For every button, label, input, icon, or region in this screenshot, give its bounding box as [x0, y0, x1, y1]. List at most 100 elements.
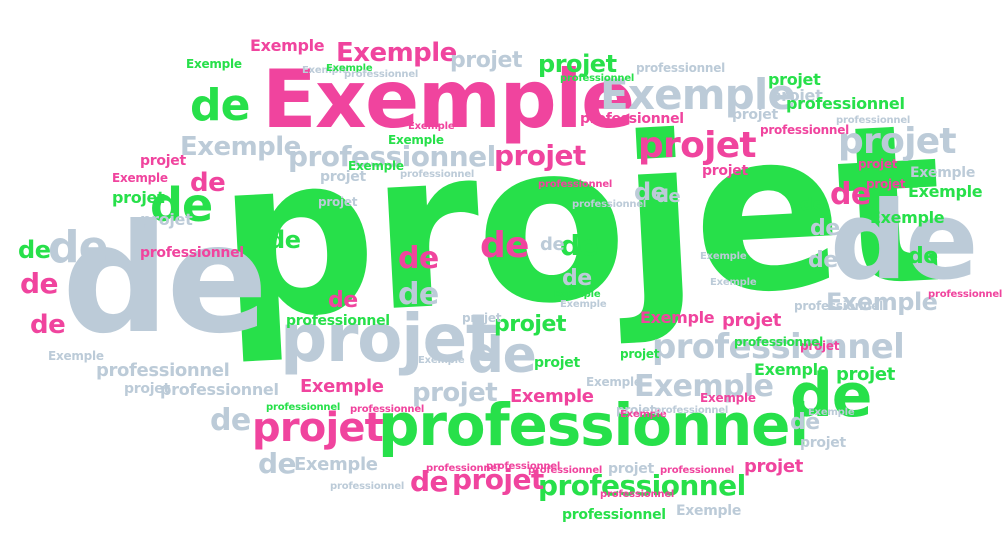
- word: de: [560, 229, 598, 262]
- word: Exemple: [870, 208, 945, 227]
- word: projet: [768, 70, 821, 89]
- word: de: [328, 288, 358, 313]
- word: Exemple: [262, 53, 635, 146]
- word: Exemple: [908, 182, 983, 201]
- word: projet: [494, 312, 567, 337]
- word: projet: [462, 311, 502, 325]
- word: Exemple: [560, 299, 607, 310]
- word: de: [210, 403, 251, 438]
- word: de: [908, 244, 938, 269]
- word: Exemple: [826, 288, 938, 316]
- word: projet: [800, 339, 840, 353]
- word: professionnel: [786, 94, 905, 113]
- word: professionnel: [760, 123, 849, 137]
- word: professionnel: [928, 289, 1003, 300]
- word: Exemple: [910, 165, 976, 181]
- word: projet: [722, 310, 781, 331]
- word: professionnel: [350, 404, 425, 415]
- word: professionnel: [734, 335, 823, 349]
- word: professionnel: [344, 69, 419, 80]
- word: Exemple: [808, 407, 855, 418]
- word: projet: [616, 403, 656, 417]
- word: professionnel: [330, 481, 405, 492]
- word: projet: [252, 405, 384, 451]
- word: Exemple: [294, 454, 378, 475]
- word: Exemple: [250, 36, 325, 55]
- word: professionnel: [654, 405, 729, 416]
- word: professionnel: [286, 313, 390, 329]
- word: de: [540, 234, 565, 255]
- word: professionnel: [572, 199, 647, 210]
- word: Exemple: [700, 251, 747, 262]
- word: Exemple: [700, 391, 756, 405]
- word: projet: [140, 153, 186, 169]
- word: professionnel: [400, 169, 475, 180]
- word: professionnel: [794, 299, 883, 313]
- word: professionnel: [378, 391, 809, 459]
- word: projet: [858, 157, 898, 171]
- word: Exemple: [326, 63, 373, 74]
- word: de: [480, 225, 529, 266]
- word: projet: [124, 381, 170, 397]
- word: professionnel: [266, 402, 341, 413]
- word: projet: [744, 456, 803, 477]
- word: de: [398, 241, 439, 276]
- word: Exemple: [600, 70, 796, 119]
- word: de: [830, 177, 871, 212]
- word: projet: [702, 163, 748, 179]
- word: de: [800, 194, 825, 215]
- word: de: [190, 80, 250, 131]
- word: professionnel: [600, 489, 675, 500]
- word: de: [808, 248, 838, 273]
- word: Exemple: [348, 159, 404, 173]
- word: projet: [452, 463, 544, 496]
- word: projet: [838, 121, 957, 162]
- word: professionnel: [538, 179, 613, 190]
- word: professionnel: [562, 507, 666, 523]
- word: de: [20, 267, 58, 300]
- word: projet: [412, 378, 498, 408]
- word: Exemple: [754, 360, 829, 379]
- word: projet: [800, 435, 846, 451]
- word: professionnel: [528, 465, 603, 476]
- word: Exemple: [586, 375, 642, 389]
- word: Exemple: [336, 38, 457, 68]
- word: Exemple: [186, 57, 242, 71]
- word: professionnel: [426, 463, 501, 474]
- word: projet: [770, 86, 823, 105]
- word: de: [258, 447, 296, 480]
- word: de: [810, 216, 840, 241]
- word: professionnel: [96, 360, 230, 381]
- word: de: [62, 193, 268, 367]
- word: professionnel: [486, 461, 561, 472]
- word: professionnel: [160, 380, 279, 399]
- word: projet: [732, 107, 778, 123]
- word: Exemple: [710, 277, 757, 288]
- word: de: [398, 277, 439, 312]
- word: Exemple: [510, 386, 594, 407]
- word: Exemple: [634, 369, 774, 404]
- word: de: [410, 465, 448, 498]
- word: Exemple: [302, 65, 349, 76]
- word: projet: [638, 125, 757, 166]
- word: Exemple: [112, 171, 168, 185]
- word: Exemple: [388, 133, 444, 147]
- word: de: [268, 226, 301, 254]
- word: de: [150, 178, 213, 232]
- word: professionnel: [636, 61, 725, 75]
- word: de: [790, 410, 820, 435]
- word: de: [30, 310, 66, 340]
- word: de: [790, 361, 872, 431]
- word: Exemple: [48, 349, 104, 363]
- word: projet: [538, 50, 617, 78]
- word: projet: [620, 347, 660, 361]
- word: projet: [320, 169, 366, 185]
- word: Exemple: [180, 132, 301, 162]
- word: de: [48, 222, 108, 273]
- word: projet: [534, 355, 580, 371]
- word: projet: [866, 177, 906, 191]
- word: projet: [280, 300, 497, 377]
- word: projet: [112, 188, 165, 207]
- word: projet: [494, 139, 586, 172]
